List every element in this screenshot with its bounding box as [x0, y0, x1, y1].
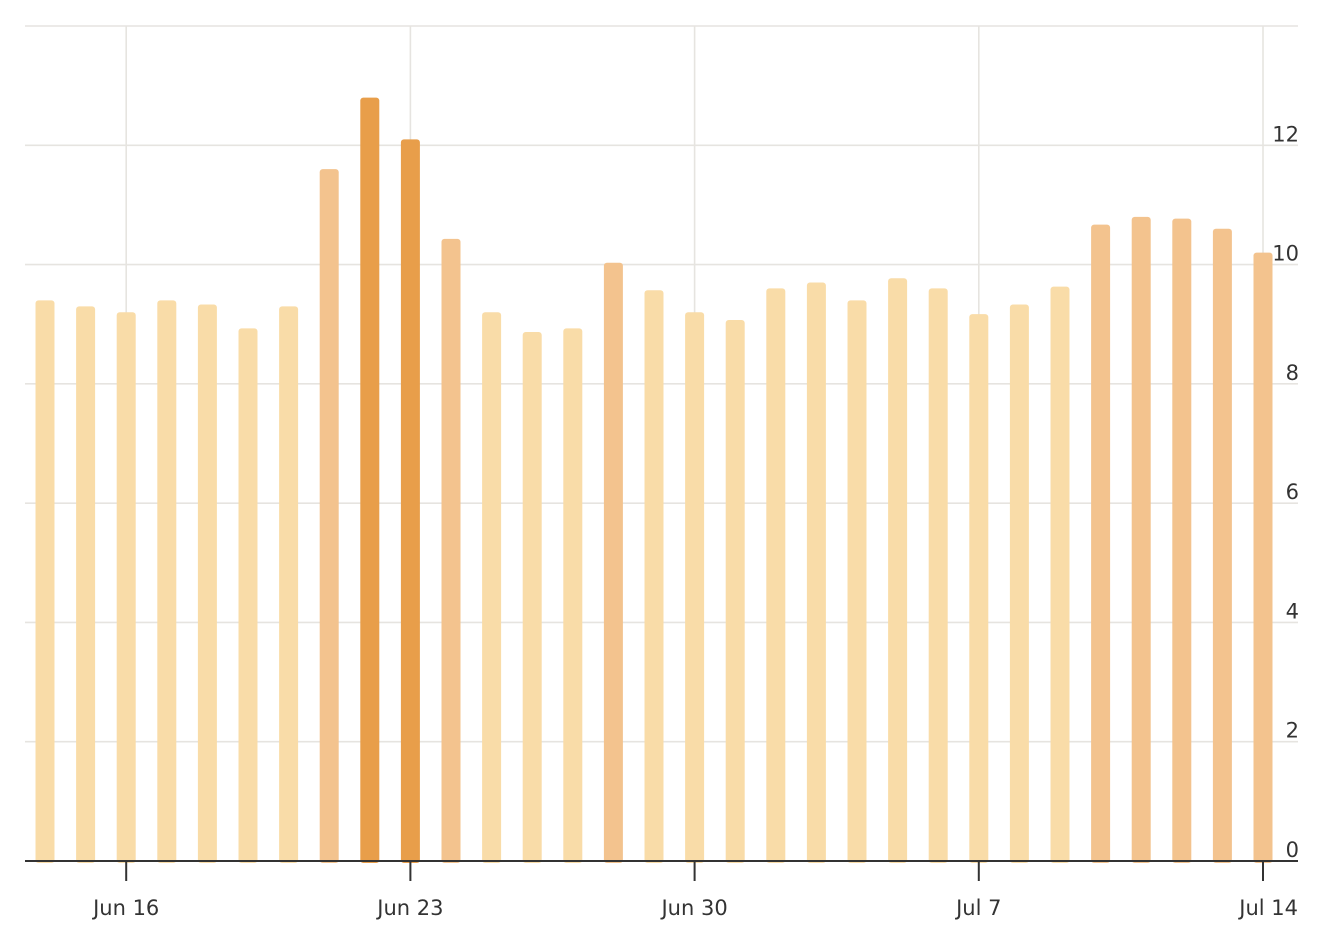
- bar-jun-16: [116, 312, 136, 863]
- bar-jun-20: [279, 306, 299, 864]
- y-tick-label: 10: [1272, 242, 1299, 266]
- y-tick-label: 4: [1286, 599, 1299, 623]
- y-tick-label: 0: [1286, 838, 1299, 862]
- x-tick-label: Jun 23: [375, 896, 443, 920]
- bar-jul-12: [1172, 218, 1192, 863]
- bar-jun-22: [360, 97, 380, 864]
- bar-jun-25: [482, 312, 502, 863]
- x-tick-label: Jun 16: [91, 896, 159, 920]
- bar-jul-4: [847, 300, 867, 863]
- y-tick-label: 8: [1286, 361, 1299, 385]
- bar-jul-3: [806, 282, 826, 863]
- y-tick-label: 2: [1286, 719, 1299, 743]
- bar-jul-8: [1009, 304, 1029, 864]
- y-axis-labels: 0 2 4 6 8 10 12: [1272, 122, 1299, 862]
- bar-jul-6: [928, 288, 948, 863]
- bar-jul-11: [1131, 216, 1151, 863]
- bar-jul-1: [725, 320, 745, 863]
- bar-jun-26: [522, 331, 542, 863]
- y-tick-label: 6: [1286, 480, 1299, 504]
- bar-jun-15: [76, 306, 96, 864]
- bar-jul-13: [1212, 228, 1232, 864]
- bar-jun-14: [35, 300, 55, 863]
- bar-jun-30: [685, 312, 705, 863]
- x-tick-label: Jul 7: [954, 896, 1001, 920]
- bar-jun-28: [603, 262, 623, 864]
- bar-jun-27: [563, 328, 583, 863]
- x-axis: Jun 16 Jun 23 Jun 30 Jul 7 Jul 14: [25, 860, 1298, 920]
- bar-jun-29: [644, 290, 664, 863]
- x-tick-label: Jun 30: [659, 896, 727, 920]
- bar-jul-2: [766, 288, 786, 863]
- bars: [35, 97, 1273, 864]
- bar-jun-24: [441, 238, 461, 864]
- bar-jul-9: [1050, 286, 1070, 863]
- y-tick-label: 12: [1272, 122, 1299, 146]
- bar-jun-19: [238, 328, 258, 863]
- bar-jul-10: [1091, 224, 1111, 863]
- bar-jun-17: [157, 300, 177, 863]
- bar-jun-21: [319, 169, 339, 864]
- bar-jul-5: [888, 278, 908, 863]
- bar-jul-7: [969, 314, 989, 863]
- bar-jul-14: [1253, 252, 1273, 864]
- bar-jun-18: [197, 304, 217, 864]
- bar-jun-23: [400, 139, 420, 864]
- x-tick-label: Jul 14: [1237, 896, 1298, 920]
